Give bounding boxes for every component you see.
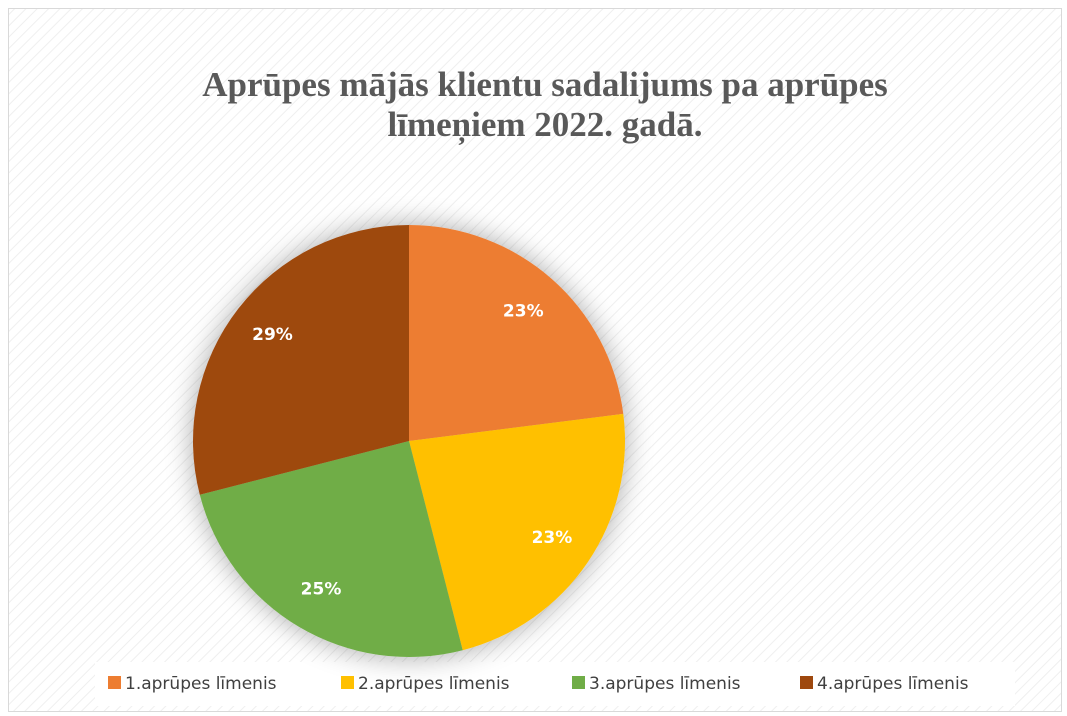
legend-label: 3.aprūpes līmenis — [589, 674, 741, 694]
data-label: 23% — [503, 301, 544, 321]
legend-box — [95, 662, 1015, 706]
pie-slice — [199, 441, 463, 658]
data-label: 29% — [252, 325, 293, 345]
legend-swatch — [572, 676, 585, 689]
legend-label: 2.aprūpes līmenis — [358, 674, 510, 694]
legend-swatch — [108, 676, 121, 689]
pie-slice — [193, 224, 409, 495]
legend-label: 1.aprūpes līmenis — [125, 674, 277, 694]
pie-slice — [409, 225, 624, 441]
pie-slice — [409, 413, 625, 651]
legend-swatch — [341, 676, 354, 689]
legend-label: 4.aprūpes līmenis — [817, 674, 969, 694]
chart-title: līmeņiem 2022. gadā. — [388, 105, 703, 146]
pie — [193, 224, 625, 658]
chart-title: Aprūpes mājās klientu sadalijums pa aprū… — [202, 65, 888, 104]
legend-swatch — [800, 676, 813, 689]
data-label: 23% — [532, 528, 573, 548]
data-label: 25% — [301, 580, 342, 600]
